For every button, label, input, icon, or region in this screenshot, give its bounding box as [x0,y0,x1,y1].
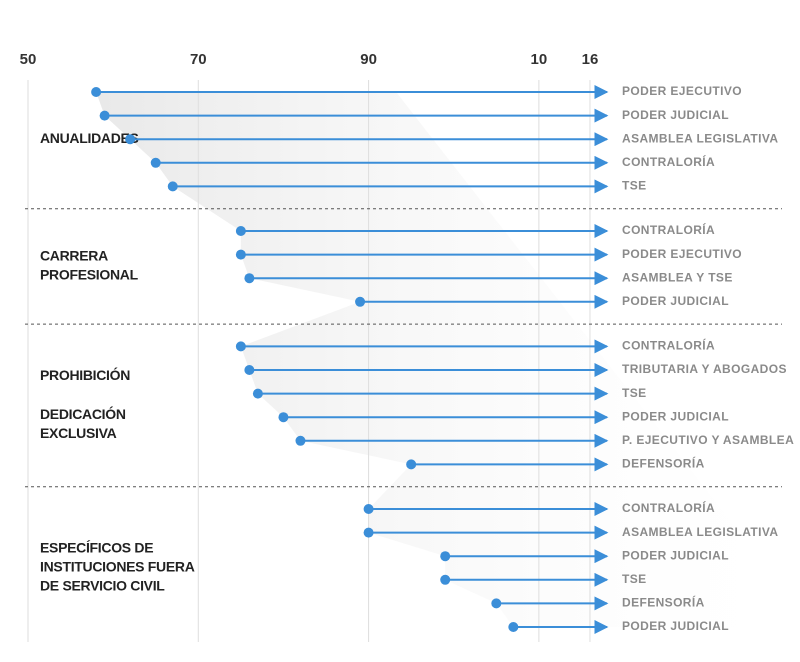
group-label: ANUALIDADES [40,130,139,146]
row-label: DEFENSORÍA [622,595,705,610]
point [491,598,502,609]
row-label: PODER EJECUTIVO [622,247,742,261]
group-label: EXCLUSIVA [40,425,117,441]
point [363,527,374,538]
row-label: TRIBUTARIA Y ABOGADOS [622,362,787,376]
point [440,574,451,585]
row-label: PODER EJECUTIVO [622,84,742,98]
point [235,341,246,352]
row-label: PODER JUDICIAL [622,409,729,423]
x-tick-label: 16 [582,51,599,68]
group-label: ESPECÍFICOS DE [40,540,153,556]
point [508,622,519,632]
row-label: DEFENSORÍA [622,456,705,471]
row-label: PODER JUDICIAL [622,548,729,562]
group-label: PROHIBICIÓN [40,366,130,383]
group-label: DEDICACIÓN [40,405,126,422]
point [295,435,306,446]
point [235,226,246,236]
point [440,551,451,562]
x-tick-label: 10 [531,51,548,68]
x-tick-label: 70 [190,51,207,68]
point [355,296,366,307]
point [363,504,374,514]
row-label: CONTRALORÍA [622,338,715,353]
row-label: TSE [622,386,647,400]
point [91,87,102,97]
group-label: DE SERVICIO CIVIL [40,578,165,594]
point [252,388,263,399]
row-label: P. EJECUTIVO Y ASAMBLEA [622,433,794,447]
row-label: CONTRALORÍA [622,222,715,237]
row-label: ASAMBLEA LEGISLATIVA [622,131,778,145]
point [125,134,136,145]
row-label: PODER JUDICIAL [622,108,729,122]
group-label: INSTITUCIONES FUERA [40,559,195,575]
row-label: TSE [622,572,647,586]
point [150,157,161,168]
row-label: TSE [622,179,647,193]
row-label: ASAMBLEA Y TSE [622,270,733,284]
row-label: PODER JUDICIAL [622,619,729,633]
point [235,249,246,260]
point [167,181,178,192]
point [278,412,289,423]
point [244,365,255,375]
group-label: PROFESIONAL [40,267,139,283]
shade-area [96,92,800,627]
row-label: CONTRALORÍA [622,154,715,169]
row-label: PODER JUDICIAL [622,294,729,308]
row-label: CONTRALORÍA [622,500,715,515]
x-tick-label: 90 [360,51,377,68]
point [244,273,255,284]
x-tick-label: 50 [20,51,37,68]
row-label: ASAMBLEA LEGISLATIVA [622,525,778,539]
point [99,110,110,121]
group-label: CARRERA [40,248,108,264]
point [406,459,417,470]
